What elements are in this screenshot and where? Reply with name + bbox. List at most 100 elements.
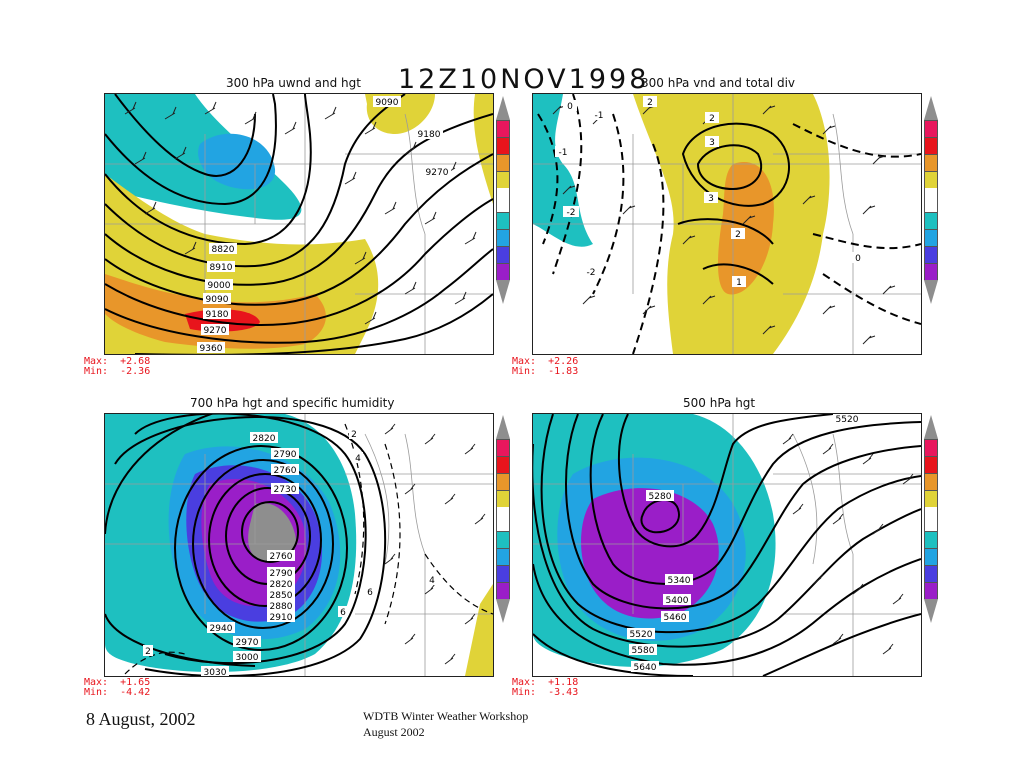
contour-label: 4 <box>355 454 361 464</box>
panel-3-title: 700 hPa hgt and specific humidity <box>190 396 395 410</box>
contour-label: 5460 <box>664 613 687 623</box>
panel-4-maxmin: Max: +1.18 Min: -3.43 <box>512 678 578 698</box>
contour-label: 3030 <box>204 668 227 676</box>
contour-label: 2820 <box>270 580 293 590</box>
colorbar-segment <box>924 565 938 582</box>
contour-label: 1 <box>736 278 742 288</box>
contour-label: 2 <box>145 647 151 657</box>
contour-label: 5520 <box>836 415 859 425</box>
contour-label: 2 <box>735 230 741 240</box>
colorbar-segment <box>496 439 510 456</box>
colorbar-segment <box>496 473 510 490</box>
contour-label: 2 <box>351 430 357 440</box>
colorbar-segment <box>496 565 510 582</box>
colorbar-arrow-up <box>924 415 938 439</box>
contour-label: 3 <box>708 194 714 204</box>
panel-3-map: 2820 2790 2760 2730 2760 2790 2820 2850 … <box>104 413 494 677</box>
contour-label: 2760 <box>274 466 297 476</box>
colorbar-segment <box>924 263 938 280</box>
colorbar-segment <box>924 246 938 263</box>
colorbar-segment <box>496 171 510 188</box>
contour-label: 2940 <box>210 624 233 634</box>
colorbar-gap <box>496 188 510 212</box>
colorbar-segment <box>496 246 510 263</box>
contour-label: 9090 <box>206 295 229 305</box>
colorbar-segment <box>496 490 510 507</box>
contour-label: 2730 <box>274 485 297 495</box>
colorbar-arrow-up <box>496 415 510 439</box>
panel-1-maxmin: Max: +2.68 Min: -2.36 <box>84 357 150 377</box>
panel-1-min: Min: -2.36 <box>84 366 151 377</box>
contour-label: 2760 <box>270 552 293 562</box>
colorbar-gap <box>924 188 938 212</box>
colorbar-segment <box>496 137 510 154</box>
colorbar-segment <box>496 531 510 548</box>
colorbar-segment <box>496 154 510 171</box>
contour-label: 9360 <box>200 344 223 354</box>
colorbar-gap <box>924 507 938 531</box>
panel-1-svg: 9090 9180 9270 8820 8910 9000 9090 9180 … <box>105 94 493 354</box>
colorbar-segment <box>924 439 938 456</box>
colorbar-segment <box>924 212 938 229</box>
contour-label: 8820 <box>212 245 235 255</box>
colorbar-segment <box>496 212 510 229</box>
contour-label: 9180 <box>206 310 229 320</box>
colorbar-segment <box>924 171 938 188</box>
panel-2-maxmin: Max: +2.26 Min: -1.83 <box>512 357 578 377</box>
panel-4-min: Min: -3.43 <box>512 687 579 698</box>
panel-4-max: Max: +1.18 <box>512 677 579 688</box>
panel-3-max: Max: +1.65 <box>84 677 151 688</box>
panel-4-svg: 5520 5280 5340 5400 5460 5520 5580 5640 <box>533 414 921 676</box>
panel-4-map: 5520 5280 5340 5400 5460 5520 5580 5640 <box>532 413 922 677</box>
contour-label: -2 <box>587 268 596 278</box>
contour-label: 0 <box>567 102 573 112</box>
colorbar-segment <box>924 456 938 473</box>
colorbar-segment <box>924 229 938 246</box>
contour-label: 6 <box>340 608 346 618</box>
colorbar-segment <box>924 490 938 507</box>
colorbar-segment <box>924 548 938 565</box>
colorbar-segment <box>924 120 938 137</box>
contour-label: 5340 <box>668 576 691 586</box>
colorbar-segment <box>924 531 938 548</box>
contour-label: 0 <box>855 254 861 264</box>
contour-label: 8910 <box>210 263 233 273</box>
main-title: 12Z10NOV1998 <box>398 64 650 95</box>
contour-label: 2820 <box>253 434 276 444</box>
contour-label: 6 <box>367 588 373 598</box>
panel-3-min: Min: -4.42 <box>84 687 151 698</box>
contour-label: 5400 <box>666 596 689 606</box>
colorbar-segment <box>496 548 510 565</box>
contour-label: 2880 <box>270 602 293 612</box>
footer-workshop-title: WDTB Winter Weather Workshop <box>363 709 529 723</box>
colorbar-segment <box>924 582 938 599</box>
colorbar-4 <box>924 415 938 623</box>
colorbar-2 <box>924 96 938 304</box>
contour-label: 2910 <box>270 613 293 623</box>
panel-2-max: Max: +2.26 <box>512 356 579 367</box>
colorbar-gap <box>496 507 510 531</box>
colorbar-segment <box>496 229 510 246</box>
contour-label: -1 <box>595 111 604 121</box>
colorbar-arrow-up <box>924 96 938 120</box>
footer-date: 8 August, 2002 <box>86 709 196 729</box>
colorbar-arrow-down <box>924 599 938 623</box>
footer-workshop-date: August 2002 <box>363 725 425 739</box>
contour-label: -1 <box>559 148 568 158</box>
colorbar-segment <box>924 154 938 171</box>
panel-2-min: Min: -1.83 <box>512 366 579 377</box>
colorbar-arrow-down <box>496 599 510 623</box>
panel-3-maxmin: Max: +1.65 Min: -4.42 <box>84 678 150 698</box>
contour-label: 9090 <box>376 98 399 108</box>
contour-label: 2970 <box>236 638 259 648</box>
contour-label: 2790 <box>270 569 293 579</box>
colorbar-arrow-down <box>924 280 938 304</box>
contour-label: 5520 <box>630 630 653 640</box>
panel-3-svg: 2820 2790 2760 2730 2760 2790 2820 2850 … <box>105 414 493 676</box>
footer-workshop: WDTB Winter Weather Workshop August 2002 <box>363 708 528 740</box>
contour-label: 3000 <box>236 653 259 663</box>
colorbar-segment <box>496 582 510 599</box>
colorbar-3 <box>496 415 510 623</box>
contour-label: 4 <box>429 576 435 586</box>
colorbar-segment <box>496 456 510 473</box>
